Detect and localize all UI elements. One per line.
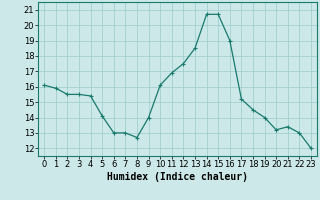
X-axis label: Humidex (Indice chaleur): Humidex (Indice chaleur)	[107, 172, 248, 182]
